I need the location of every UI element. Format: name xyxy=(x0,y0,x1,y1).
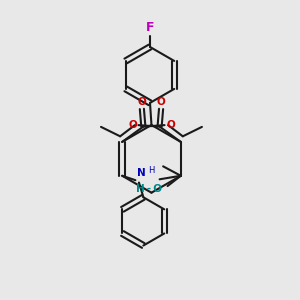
Text: F: F xyxy=(146,21,154,34)
Text: O: O xyxy=(166,120,175,130)
Text: H: H xyxy=(148,166,154,175)
Text: N: N xyxy=(137,168,146,178)
Text: O: O xyxy=(137,97,146,106)
Text: O: O xyxy=(128,120,137,130)
Text: O: O xyxy=(157,97,165,106)
Text: H - O: H - O xyxy=(136,184,162,194)
